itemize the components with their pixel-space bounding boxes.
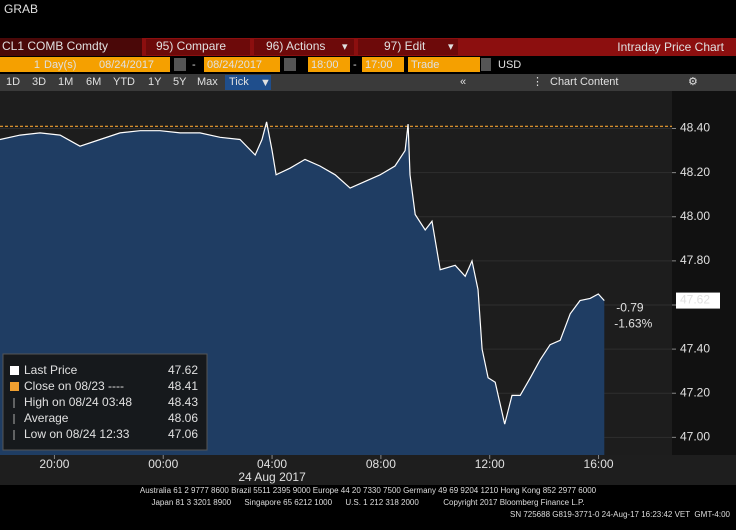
dropdown-arrow: ▾ [342,41,348,53]
time-separator: - [353,59,357,71]
legend-value: 48.06 [168,411,198,425]
legend-label: Close on 08/23 ---- [24,379,124,393]
days-value: 1 [34,59,40,71]
y-tick-label: 47.00 [680,430,710,444]
legend-value: 47.62 [168,363,198,377]
y-tick-label: 48.40 [680,121,710,135]
date-separator: - [192,59,196,71]
calendar-icon[interactable] [284,58,296,71]
period-button[interactable]: 1D [6,76,20,88]
period-selected[interactable] [225,75,271,90]
menu-label: 97) Edit [384,39,426,53]
footer-line: Japan 81 3 3201 8900 Singapore 65 6212 1… [151,498,584,507]
legend-label: High on 08/24 03:48 [24,395,132,409]
legend-value: 48.41 [168,379,198,393]
x-tick-label: 20:00 [39,457,69,471]
price-line [0,121,605,425]
input-field[interactable] [96,57,170,72]
last-price-label: 47.62 [680,293,710,307]
input-field[interactable] [0,57,96,72]
legend-label: Low on 08/24 12:33 [24,427,130,441]
collapse-icon[interactable]: « [460,76,466,88]
dropdown-arrow: ▾ [448,41,454,53]
legend-label: Average [24,411,69,425]
period-bar [0,74,736,91]
menu-button[interactable] [146,39,250,55]
x-tick-label: 04:00 [257,457,287,471]
date-label: 24 Aug 2017 [238,470,306,484]
x-tick-label: 12:00 [475,457,505,471]
change-label: -0.79 [616,301,644,315]
menu-label: 95) Compare [156,39,226,53]
end-date: 08/24/2017 [207,59,262,71]
dropdown-icon[interactable] [481,58,491,71]
legend-swatch [10,366,19,375]
calendar-icon[interactable] [174,58,186,71]
x-tick-label: 16:00 [584,457,614,471]
legend-value: 48.43 [168,395,198,409]
legend-box [2,353,208,451]
footer-line: SN 725688 G819-3771-0 24-Aug-17 16:23:42… [510,510,731,519]
ticker: CL1 COMB Comdty [2,39,108,53]
window-title: GRAB [4,2,38,16]
menu-button[interactable] [358,39,458,55]
chart-content-icon[interactable]: ⋮ [532,76,543,88]
input-field[interactable] [308,57,350,72]
y-tick-label: 47.20 [680,385,710,399]
field: Trade [411,59,439,71]
menu-label: 96) Actions [266,39,325,53]
chart-content[interactable]: Chart Content [550,76,618,88]
y-axis-area [672,91,736,455]
period-button[interactable]: 1M [58,76,73,88]
x-tick-label: 00:00 [148,457,178,471]
period-button[interactable]: 3D [32,76,46,88]
input-field[interactable] [204,57,280,72]
period-button[interactable]: 6M [86,76,101,88]
menu-button[interactable] [254,39,354,55]
dropdown-arrow: ▼ [260,77,271,89]
period-button[interactable]: Max [197,76,218,88]
y-tick-label: 48.20 [680,165,710,179]
end-time: 17:00 [365,59,393,71]
period-button[interactable]: 5Y [173,76,187,88]
legend-value: 47.06 [168,427,198,441]
period-button[interactable]: YTD [113,76,135,88]
period-button[interactable]: 1Y [148,76,162,88]
change-pct-label: -1.63% [614,317,652,331]
input-field[interactable] [408,57,480,72]
start-date: 08/24/2017 [99,59,154,71]
input-field[interactable] [362,57,404,72]
footer-line: Australia 61 2 9777 8600 Brazil 5511 239… [140,486,597,495]
currency: USD [498,59,521,71]
x-axis-area [0,455,736,485]
x-tick-label: 08:00 [366,457,396,471]
legend-swatch [10,382,19,391]
y-tick-label: 48.00 [680,209,710,223]
legend-label: Last Price [24,363,78,377]
start-time: 18:00 [311,59,339,71]
y-tick-label: 47.40 [680,341,710,355]
last-price-box [676,292,720,309]
period-button[interactable]: Tick [229,76,249,88]
ticker-field [0,38,142,56]
settings-icon[interactable]: ⚙ [688,76,698,88]
panel-title: Intraday Price Chart [617,40,724,54]
days-unit: Day(s) [44,59,76,71]
y-tick-label: 47.80 [680,253,710,267]
